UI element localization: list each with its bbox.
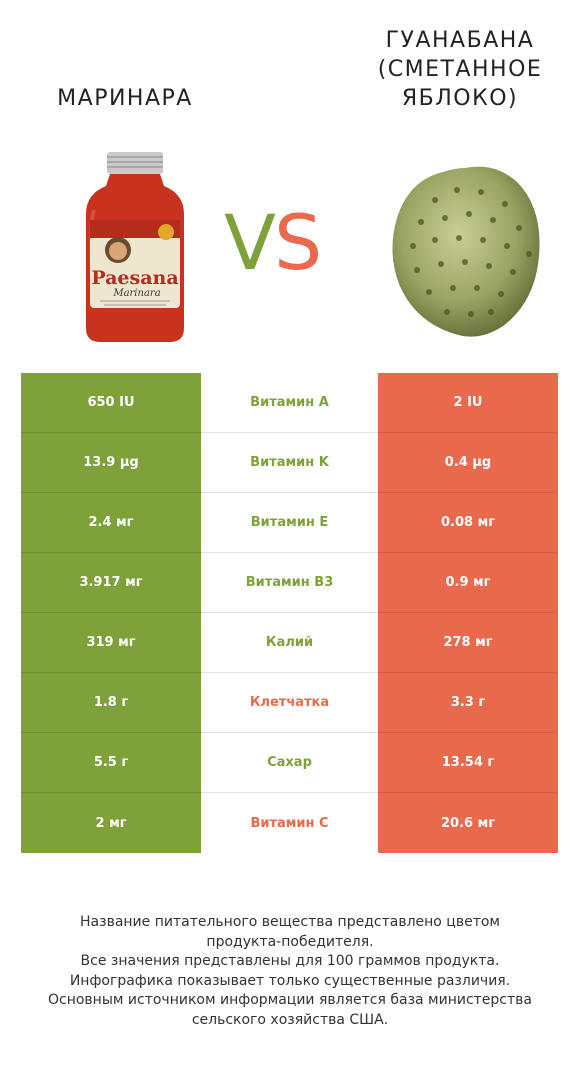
footer-line: Основным источником информации является … <box>48 992 532 1008</box>
table-row: 650 IU Витамин A 2 IU <box>21 373 558 433</box>
right-product-title: ГУАНАБАНА (СМЕТАННОЕ ЯБЛОКО) <box>355 26 565 113</box>
soursop-fruit-image <box>392 166 540 337</box>
right-product-title-line: ЯБЛОКО) <box>401 86 519 111</box>
marinara-jar-image: Paesana Marinara <box>86 152 184 342</box>
right-value: 0.9 мг <box>378 553 558 613</box>
table-row: 1.8 г Клетчатка 3.3 г <box>21 673 558 733</box>
nutrient-name: Клетчатка <box>201 673 378 733</box>
table-row: 2.4 мг Витамин E 0.08 мг <box>21 493 558 553</box>
footer-line: сельского хозяйства США. <box>191 1011 389 1028</box>
left-value: 1.8 г <box>21 673 201 733</box>
table-row: 2 мг Витамин C 20.6 мг <box>21 793 558 853</box>
left-product-title: МАРИНАРА <box>57 86 193 111</box>
footer-line: Название питательного вещества представл… <box>80 914 500 930</box>
comparison-table: 650 IU Витамин A 2 IU 13.9 µg Витамин K … <box>21 373 558 853</box>
footer-line: продукта-победителя. <box>206 933 374 950</box>
right-value: 0.08 мг <box>378 493 558 553</box>
left-value: 13.9 µg <box>21 433 201 493</box>
soursop-body <box>392 166 540 337</box>
left-value: 2 мг <box>21 793 201 853</box>
versus-v: V <box>224 198 276 287</box>
versus-s: S <box>274 198 322 287</box>
left-value: 3.917 мг <box>21 553 201 613</box>
right-value: 0.4 µg <box>378 433 558 493</box>
nutrient-name: Калий <box>201 613 378 673</box>
right-value: 2 IU <box>378 373 558 433</box>
left-value: 2.4 мг <box>21 493 201 553</box>
versus-label: VS <box>224 193 322 293</box>
nutrient-name: Витамин C <box>201 793 378 853</box>
soursop-spikes <box>410 187 532 317</box>
left-value: 5.5 г <box>21 733 201 793</box>
nutrient-name: Витамин E <box>201 493 378 553</box>
nutrient-name: Витамин B3 <box>201 553 378 613</box>
footer-line: Инфографика показывает только существенн… <box>69 972 511 989</box>
nutrient-name: Витамин K <box>201 433 378 493</box>
nutrient-name: Витамин A <box>201 373 378 433</box>
table-row: 13.9 µg Витамин K 0.4 µg <box>21 433 558 493</box>
jar-sub-text: Marinara <box>112 288 160 299</box>
left-value: 650 IU <box>21 373 201 433</box>
footer-line: Все значения представлены для 100 граммо… <box>80 953 500 969</box>
right-product-title-line: (СМЕТАННОЕ <box>377 57 543 82</box>
jar-brand-text: Paesana <box>91 267 178 289</box>
right-value: 13.54 г <box>378 733 558 793</box>
table-row: 3.917 мг Витамин B3 0.9 мг <box>21 553 558 613</box>
left-value: 319 мг <box>21 613 201 673</box>
right-product-title-line: ГУАНАБАНА <box>385 28 535 53</box>
right-value: 278 мг <box>378 613 558 673</box>
table-row: 319 мг Калий 278 мг <box>21 613 558 673</box>
nutrient-name: Сахар <box>201 733 378 793</box>
right-value: 3.3 г <box>378 673 558 733</box>
right-value: 20.6 мг <box>378 793 558 853</box>
footer-notes: Название питательного вещества представл… <box>20 913 560 1030</box>
table-row: 5.5 г Сахар 13.54 г <box>21 733 558 793</box>
